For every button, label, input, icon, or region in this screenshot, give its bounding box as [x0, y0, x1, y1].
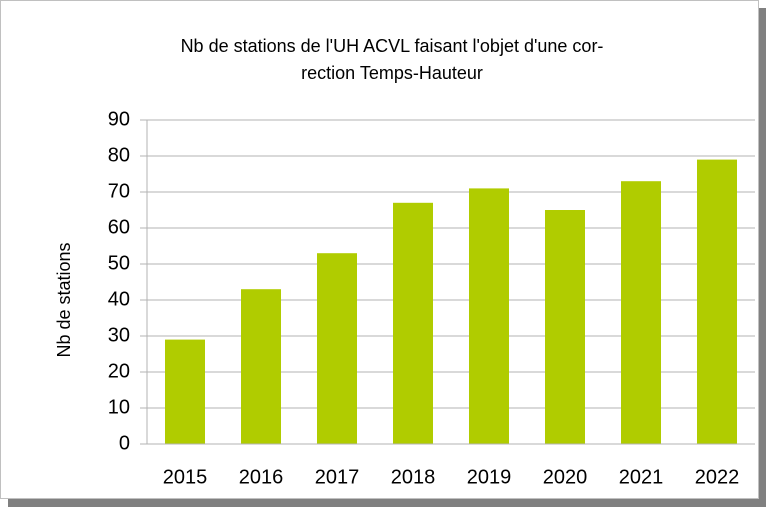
x-tick-label: 2017 [315, 466, 360, 488]
x-tick-label: 2021 [619, 466, 664, 488]
bar [697, 159, 737, 444]
bar [317, 253, 357, 444]
y-axis-label: Nb de stations [54, 242, 74, 357]
y-tick-label: 0 [119, 432, 130, 454]
bar [165, 339, 205, 444]
bar [469, 188, 509, 444]
x-tick-label: 2016 [239, 466, 284, 488]
x-tick-label: 2022 [695, 466, 740, 488]
y-tick-label: 60 [108, 216, 130, 238]
title-line: rection Temps-Hauteur [301, 63, 483, 83]
chart-title: Nb de stations de l'UH ACVL faisant l'ob… [181, 36, 604, 83]
x-tick-label: 2019 [467, 466, 512, 488]
bar [393, 202, 433, 444]
x-tick-label: 2018 [391, 466, 436, 488]
x-tick-label: 2015 [163, 466, 208, 488]
bar [545, 210, 585, 444]
bar [241, 289, 281, 444]
y-tick-label: 10 [108, 396, 130, 418]
y-tick-label: 40 [108, 288, 130, 310]
y-tick-label: 30 [108, 324, 130, 346]
bar [621, 181, 661, 444]
y-tick-label: 20 [108, 360, 130, 382]
title-line: Nb de stations de l'UH ACVL faisant l'ob… [181, 36, 604, 56]
x-tick-label: 2020 [543, 466, 588, 488]
y-tick-label: 90 [108, 108, 130, 130]
y-tick-label: 70 [108, 180, 130, 202]
y-tick-label: 50 [108, 252, 130, 274]
y-tick-label: 80 [108, 144, 130, 166]
